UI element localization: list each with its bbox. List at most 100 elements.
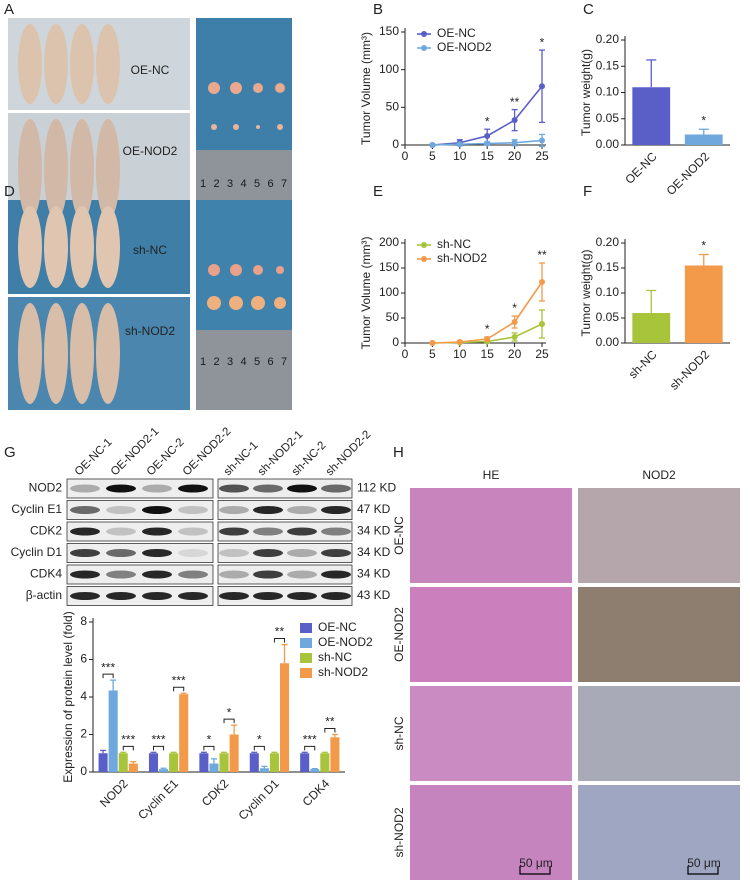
error-bar	[180, 692, 187, 695]
blot-band	[219, 549, 249, 557]
histology-image	[410, 587, 572, 682]
ruler-number: 6	[267, 178, 273, 190]
blot-band	[287, 506, 317, 514]
significance: *	[207, 732, 212, 746]
mouse	[70, 303, 94, 404]
significance-bracket	[324, 728, 336, 733]
point	[539, 137, 545, 144]
x-tick-label: sh-NOD2	[667, 347, 712, 392]
histology-image	[578, 587, 740, 682]
significance-bracket	[223, 718, 235, 724]
mouse	[96, 303, 120, 404]
error-bar	[150, 751, 157, 754]
y-tick-label: 0.00	[596, 137, 620, 151]
significance: ***	[303, 732, 317, 746]
error-bar	[271, 751, 278, 754]
tumor	[230, 82, 242, 94]
blot-band	[106, 506, 136, 514]
bar	[300, 753, 310, 772]
error-bar	[221, 751, 228, 754]
blot-strip	[66, 564, 214, 585]
ruler-number: 6	[267, 356, 273, 368]
protein-size: 112 KD	[357, 481, 396, 495]
blot-strip	[66, 500, 214, 520]
panel-letter: H	[393, 444, 404, 461]
legend-swatch	[300, 638, 312, 648]
y-tick-label: 0.15	[596, 260, 620, 274]
significance: *	[701, 239, 706, 253]
significance: *	[257, 732, 262, 746]
x-tick-label: 0	[402, 347, 409, 361]
histology-image	[410, 488, 572, 583]
x-tick-label: OE-NC	[622, 149, 659, 186]
y-tick-label: 0.10	[596, 85, 620, 99]
protein-label: Cyclin E1	[11, 502, 62, 516]
panel-letter: E	[373, 183, 383, 200]
bar	[179, 694, 189, 772]
error-bar	[120, 751, 127, 754]
ruler-number: 3	[227, 178, 233, 190]
bar	[320, 753, 330, 772]
blot-band	[253, 527, 283, 536]
ruler-number: 4	[240, 356, 246, 368]
significance-bracket	[253, 745, 265, 751]
x-tick-label: 15	[481, 347, 495, 361]
point	[511, 319, 518, 325]
error-bar	[110, 679, 117, 691]
group-label: OE-NOD2	[123, 144, 178, 158]
bar	[159, 769, 169, 772]
x-tick-label: NOD2	[97, 776, 131, 810]
error-bar	[231, 724, 238, 735]
ruler-number: 1	[200, 178, 206, 190]
blot-band	[106, 484, 136, 493]
error-bar	[311, 767, 318, 770]
mouse	[44, 303, 68, 404]
legend-label: OE-NC	[318, 620, 357, 634]
point	[511, 117, 518, 124]
blot-band	[287, 549, 317, 557]
blot-band	[70, 592, 100, 600]
tumor	[277, 124, 283, 130]
ruler-number: 2	[213, 356, 219, 368]
y-tick-label: 200	[379, 235, 399, 249]
blot-band	[70, 527, 100, 536]
protein-size: 34 KD	[357, 567, 391, 581]
legend-marker	[421, 45, 427, 51]
ruler-number: 1	[200, 356, 206, 368]
x-tick-label: 25	[535, 149, 549, 163]
group-label: sh-NOD2	[125, 324, 175, 338]
legend-label: sh-NC	[318, 650, 352, 664]
blot-band	[321, 549, 351, 557]
blot-strip	[217, 500, 353, 520]
y-axis-label: Expression of protein level (fold)	[61, 611, 75, 782]
bar	[310, 769, 320, 772]
tumor	[211, 124, 217, 130]
error-bar	[261, 765, 268, 769]
row-label: sh-NC	[392, 716, 406, 750]
x-tick-label: 20	[508, 149, 522, 163]
y-tick-label: 0.20	[596, 32, 620, 46]
blot-band	[219, 527, 249, 536]
blot-band	[253, 549, 283, 557]
panel-letter: B	[373, 1, 383, 18]
y-axis-label: Tumor Volume (mm³)	[359, 32, 373, 145]
mouse	[96, 119, 120, 220]
significance: *	[227, 705, 232, 719]
bar	[219, 753, 229, 772]
blot-band	[287, 592, 317, 600]
point	[484, 336, 491, 342]
blot-strip	[217, 543, 353, 563]
blot-band	[321, 527, 351, 536]
legend-label: OE-NOD2	[437, 40, 492, 54]
point	[429, 340, 436, 346]
histology-image	[578, 488, 740, 583]
bar	[199, 753, 209, 772]
protein-label: CDK2	[30, 524, 62, 538]
blot-band	[321, 506, 351, 514]
legend-label: sh-NC	[437, 237, 471, 251]
point	[456, 141, 463, 148]
y-tick-label: 0.10	[596, 285, 620, 299]
y-tick-label: 0.05	[596, 310, 620, 324]
point	[539, 321, 545, 327]
label-bg	[122, 143, 186, 161]
